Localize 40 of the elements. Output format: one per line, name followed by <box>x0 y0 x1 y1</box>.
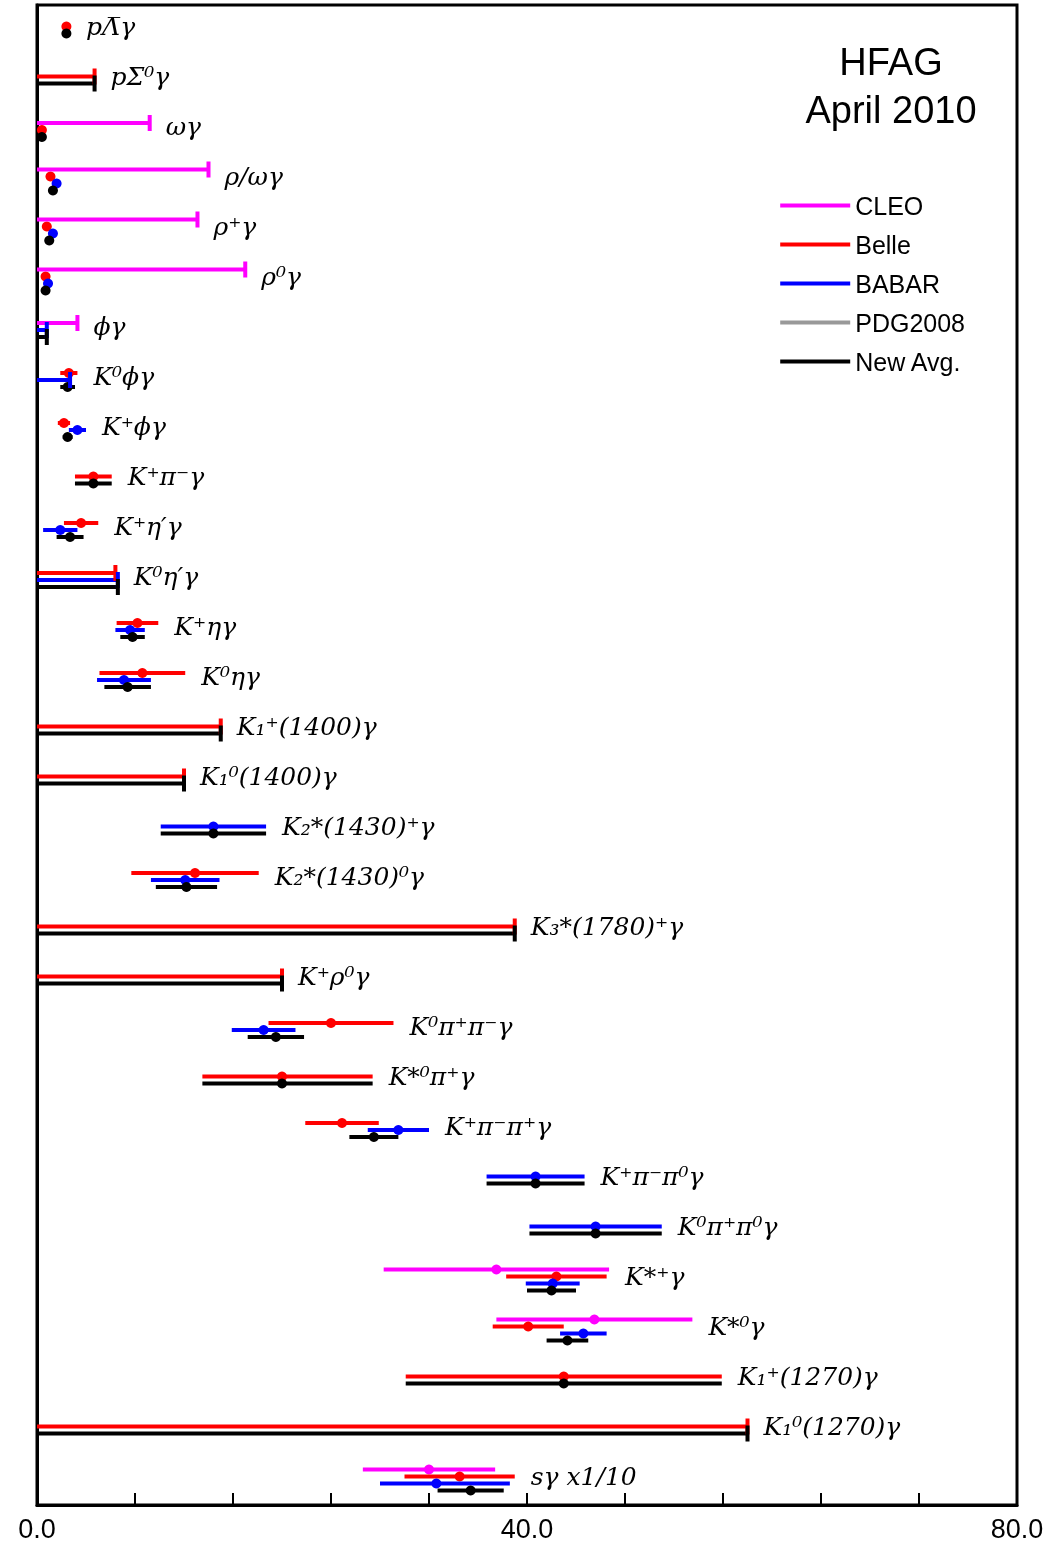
y-tick-label: K⁺ρ⁰γ <box>297 961 370 991</box>
x-tick-label: 40.0 <box>500 1513 554 1544</box>
y-tick-label: pΛ̅γ <box>86 11 136 41</box>
x-tick-label: 80.0 <box>990 1513 1044 1544</box>
y-tick-label: ρ/ωγ <box>223 161 284 191</box>
y-tick-label: K⁰π⁺π⁻γ <box>408 1011 513 1041</box>
y-tick-label: K₁⁰(1400)γ <box>199 761 337 791</box>
y-tick-label: K₁⁺(1270)γ <box>736 1361 878 1391</box>
legend-label: CLEO <box>855 191 924 220</box>
y-tick-label: K₂*(1430)⁰γ <box>273 861 425 891</box>
y-tick-label: K⁺η′γ <box>113 511 182 541</box>
y-tick-label: sγ x1/10 <box>530 1461 637 1491</box>
y-tick-label: ρ⁰γ <box>260 261 301 291</box>
y-tick-label: K⁺π⁻π⁰γ <box>599 1161 704 1191</box>
y-tick-label: ωγ <box>165 111 202 141</box>
y-tick-label: K₃*(1780)⁺γ <box>529 911 684 941</box>
y-tick-label: K⁰ϕγ <box>92 361 155 391</box>
y-tick-label: K⁰ηγ <box>200 661 260 691</box>
legend-label: New Avg. <box>855 347 961 376</box>
y-tick-label: K⁰π⁺π⁰γ <box>676 1211 778 1241</box>
y-tick-label: ϕγ <box>93 311 126 341</box>
legend-label: BABAR <box>855 269 940 298</box>
y-tick-label: K⁰η′γ <box>132 561 199 591</box>
y-tick-label: K*⁺γ <box>624 1261 685 1291</box>
text: HFAG <box>839 41 943 83</box>
text: April 2010 <box>805 89 977 131</box>
y-tick-label: K*⁰γ <box>707 1311 765 1341</box>
y-tick-label: K₂*(1430)⁺γ <box>281 811 435 841</box>
legend-label: Belle <box>855 230 911 259</box>
y-tick-label: K⁺π⁻π⁺γ <box>444 1111 552 1141</box>
y-tick-label: K⁺π⁻γ <box>126 461 205 491</box>
y-tick-label: K₁⁰(1270)γ <box>762 1411 901 1441</box>
y-tick-label: K⁺ϕγ <box>101 411 166 441</box>
y-tick-label: K*⁰π⁺γ <box>387 1061 475 1091</box>
y-tick-label: pΣ̅⁰γ <box>110 61 170 91</box>
y-tick-label: K⁺ηγ <box>173 611 237 641</box>
y-tick-label: K₁⁺(1400)γ <box>235 711 377 741</box>
y-tick-label: ρ⁺γ <box>212 211 257 241</box>
x-tick-label: 0.0 <box>18 1513 56 1544</box>
legend-label: PDG2008 <box>855 308 966 337</box>
